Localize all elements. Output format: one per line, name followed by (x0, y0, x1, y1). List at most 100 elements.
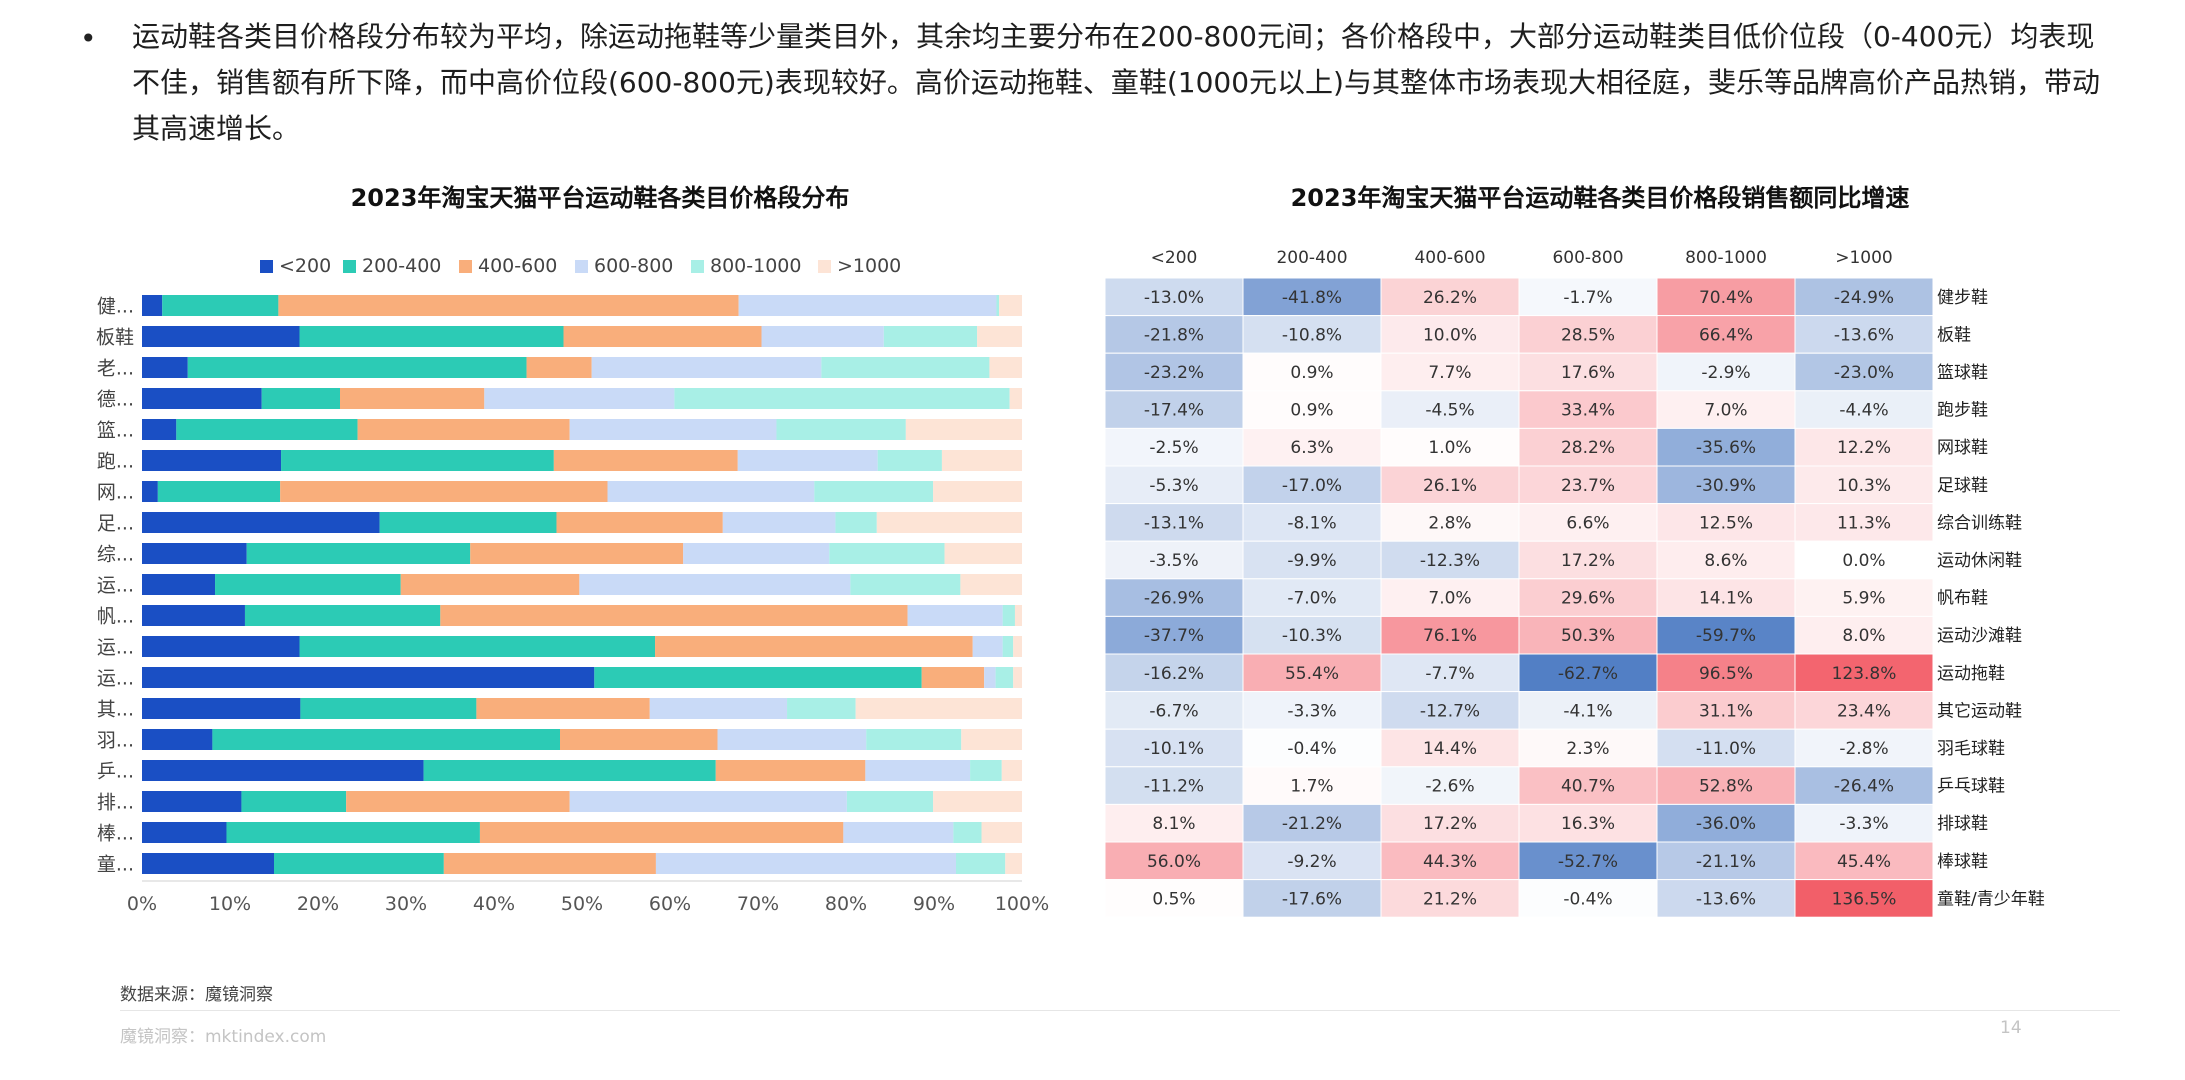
heatmap-cell-label: 7.7% (1428, 363, 1471, 383)
heatmap-cell (1794, 841, 1934, 881)
heatmap-cell-label: -3.3% (1287, 701, 1336, 721)
y-category-label: 乒... (97, 761, 134, 783)
bar-segment (299, 636, 656, 657)
bar-segment (1001, 760, 1022, 781)
heatmap-cell-label: 2.8% (1428, 513, 1471, 533)
bar-segment (883, 326, 978, 347)
y-category-label: 童... (97, 854, 134, 876)
heatmap-cell-label: 66.4% (1699, 325, 1753, 345)
bar-segment (1009, 388, 1022, 409)
heatmap-cell-label: 10.0% (1423, 325, 1477, 345)
heatmap-cell-label: -3.3% (1839, 814, 1888, 834)
bar-segment (579, 574, 851, 595)
heatmap-cell-label: -30.9% (1696, 476, 1756, 496)
stacked-bar-chart-title: 2023年淘宝天猫平台运动鞋各类目价格段分布 (350, 184, 850, 212)
bar-segment (246, 543, 471, 564)
heatmap-cell-label: -10.3% (1282, 626, 1342, 646)
heatmap-cell (1380, 390, 1520, 429)
bar-segment (142, 512, 380, 533)
heatmap-cell-label: 11.3% (1837, 513, 1891, 533)
heatmap-cell-label: 0.9% (1290, 401, 1333, 421)
heatmap-cell-label: 123.8% (1832, 664, 1897, 684)
bar-segment (212, 729, 560, 750)
heatmap-cell-label: -2.6% (1425, 777, 1474, 797)
heatmap-cell-label: 45.4% (1837, 852, 1891, 872)
heatmap-cell (1518, 352, 1658, 392)
heatmap-cell (1104, 841, 1244, 881)
heatmap-cell-label: 40.7% (1561, 777, 1615, 797)
legend-swatch (260, 260, 273, 273)
bar-segment (956, 853, 1006, 874)
legend-label: 800-1000 (710, 255, 801, 277)
y-category-label: 帆... (97, 606, 134, 628)
heatmap-cell-label: -7.0% (1287, 589, 1336, 609)
heatmap-cell-label: 70.4% (1699, 288, 1753, 308)
heatmap-cell (1656, 728, 1796, 768)
y-category-label: 网... (97, 482, 134, 504)
x-tick-label: 30% (385, 893, 427, 915)
heatmap-cell-label: 5.9% (1842, 589, 1885, 609)
heatmap-cell (1518, 691, 1658, 730)
y-category-label: 德... (97, 389, 134, 411)
heatmap-cell-label: 29.6% (1561, 589, 1615, 609)
bar-segment (142, 853, 274, 874)
heatmap-cell (1104, 390, 1244, 429)
bar-segment (142, 357, 188, 378)
heatmap-cell-label: -62.7% (1558, 664, 1618, 684)
heatmap-cell (1380, 653, 1520, 693)
heatmap-cell (1518, 578, 1658, 617)
heatmap-cell (1242, 352, 1382, 392)
heatmap-cell-label: 7.0% (1704, 401, 1747, 421)
bar-segment (655, 636, 973, 657)
heatmap-cell-label: 0.9% (1290, 363, 1333, 383)
heatmap-cell (1656, 352, 1796, 392)
heatmap-cell-label: -3.5% (1149, 551, 1198, 571)
bar-segment (569, 791, 847, 812)
heatmap-cell (1518, 427, 1658, 467)
bar-segment (553, 450, 738, 471)
bar-segment (142, 636, 300, 657)
heatmap-cell-label: 17.6% (1561, 363, 1615, 383)
heatmap-cell (1656, 315, 1796, 354)
heatmap-cell-label: 10.3% (1837, 476, 1891, 496)
bar-segment (357, 419, 570, 440)
heatmap-column-header: 800-1000 (1685, 248, 1767, 268)
heatmap-column-header: >1000 (1835, 248, 1893, 268)
heatmap-cell-label: -8.1% (1287, 513, 1336, 533)
legend-swatch (459, 260, 472, 273)
bar-segment (843, 822, 954, 843)
bar-segment (821, 357, 990, 378)
x-tick-label: 80% (825, 893, 867, 915)
bar-segment (737, 450, 878, 471)
heatmap-cell (1794, 465, 1934, 505)
heatmap-cell (1380, 615, 1520, 655)
x-tick-label: 20% (297, 893, 339, 915)
heatmap-cell (1104, 277, 1244, 317)
y-category-label: 羽... (97, 730, 134, 752)
heatmap-cell (1794, 277, 1934, 317)
y-category-label: 棒... (97, 823, 134, 845)
heatmap-column-header: <200 (1151, 248, 1198, 268)
bar-segment (989, 357, 1022, 378)
bar-segment (715, 760, 866, 781)
heatmap-cell (1104, 803, 1244, 843)
bar-segment (1014, 605, 1022, 626)
bar-segment (281, 450, 554, 471)
y-category-label: 跑... (97, 451, 134, 473)
heatmap-cell-label: 52.8% (1699, 777, 1753, 797)
heatmap-cell-label: -12.7% (1420, 701, 1480, 721)
bar-segment (876, 512, 1022, 533)
bar-segment (142, 667, 595, 688)
heatmap-cell-label: -17.6% (1282, 889, 1342, 909)
heatmap-cell-label: -21.2% (1282, 814, 1342, 834)
heatmap-cell-label: 33.4% (1561, 401, 1615, 421)
heatmap-row-label: 其它运动鞋 (1937, 701, 2022, 721)
heatmap-cell (1656, 766, 1796, 805)
stacked-bar-chart: <200 200-400 400-600 600-800 800-1000 >1000 0%… (96, 255, 1049, 915)
heatmap-cell (1656, 503, 1796, 542)
heatmap-cell-label: -21.1% (1696, 852, 1756, 872)
bar-segment (761, 326, 884, 347)
heatmap-cell-label: 136.5% (1832, 889, 1897, 909)
x-tick-label: 40% (473, 893, 515, 915)
heatmap-cell (1380, 427, 1520, 467)
